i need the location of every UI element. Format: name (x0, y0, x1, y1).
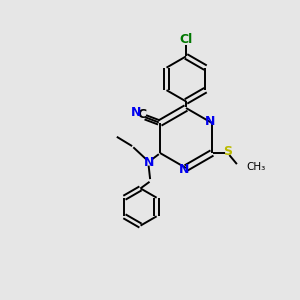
Text: C: C (137, 108, 146, 121)
Text: Cl: Cl (179, 33, 193, 46)
Text: N: N (178, 163, 189, 176)
Text: N: N (204, 115, 215, 128)
Text: N: N (143, 156, 154, 169)
Text: CH₃: CH₃ (247, 162, 266, 172)
Text: N: N (131, 106, 141, 119)
Text: S: S (223, 145, 232, 158)
